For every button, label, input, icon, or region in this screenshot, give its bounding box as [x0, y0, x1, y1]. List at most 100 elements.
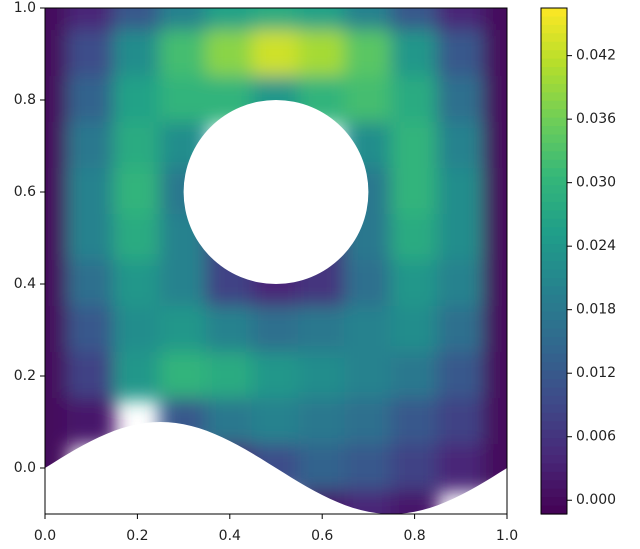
contour-cell — [251, 398, 301, 446]
hole — [183, 100, 369, 284]
contour-cell — [482, 8, 507, 32]
contour-cell — [67, 260, 116, 308]
colorbar-step — [541, 218, 567, 228]
contour-cell — [113, 260, 162, 308]
contour-cell — [390, 352, 439, 400]
colorbar-step — [541, 159, 567, 169]
colorbar: 0.000 0.006 0.012 0.018 0.024 0.030 0.036 0.042 — [540, 7, 616, 515]
colorbar-step — [541, 109, 567, 119]
colorbar-step — [541, 463, 567, 473]
colorbar-step — [541, 92, 567, 102]
contour-cell — [113, 352, 162, 400]
contour-cell — [45, 260, 70, 308]
colorbar-step — [541, 269, 567, 279]
colorbar-step — [541, 446, 567, 456]
contour-cell — [251, 8, 301, 32]
contour-cell — [159, 306, 208, 354]
contour-cell — [67, 214, 116, 262]
hole — [45, 422, 507, 514]
y-tick-label: 0.8 — [14, 92, 36, 108]
colorbar-step — [541, 75, 567, 85]
colorbar-step — [541, 201, 567, 211]
colorbar-tick-label: 0.036 — [576, 111, 616, 127]
contour-cell — [67, 76, 116, 124]
contour-cell — [344, 76, 393, 124]
contour-cell — [482, 398, 507, 446]
contour-cell — [436, 76, 485, 124]
contour-cell — [251, 352, 301, 400]
contour-cell — [298, 306, 347, 354]
contour-cell — [298, 444, 347, 492]
colorbar-step — [541, 252, 567, 262]
colorbar-step — [541, 345, 567, 355]
contour-cell — [482, 352, 507, 400]
contour-cell — [436, 306, 485, 354]
contour-cell — [113, 8, 162, 32]
contour-cell — [67, 168, 116, 216]
contour-cell — [113, 122, 162, 170]
colorbar-tick-label: 0.000 — [576, 492, 616, 508]
colorbar-step — [541, 67, 567, 77]
colorbar-step — [541, 294, 567, 304]
colorbar-step — [541, 100, 567, 110]
x-tick-label: 0.6 — [311, 528, 333, 544]
contour-cell — [45, 76, 70, 124]
colorbar-step — [541, 328, 567, 338]
x-tick-label: 1.0 — [496, 528, 518, 544]
colorbar-step — [541, 126, 567, 136]
contour-cell — [436, 8, 485, 32]
colorbar-step — [541, 50, 567, 60]
colorbar-step — [541, 505, 567, 515]
contour-cell — [205, 352, 254, 400]
colorbar-step — [541, 454, 567, 464]
contour-cell — [159, 352, 208, 400]
colorbar-step — [541, 117, 567, 127]
colorbar-step — [541, 176, 567, 186]
contour-cell — [67, 122, 116, 170]
axes-frame — [44, 7, 508, 515]
contour-cell — [67, 30, 116, 78]
colorbar-step — [541, 185, 567, 195]
contour-cell — [482, 168, 507, 216]
colorbar-step — [541, 58, 567, 68]
contour-cell — [390, 214, 439, 262]
contour-cell — [298, 398, 347, 446]
plot-area — [45, 8, 507, 514]
colorbar-step — [541, 83, 567, 93]
colorbar-step — [541, 311, 567, 321]
colorbar-step — [541, 142, 567, 152]
contour-cell — [436, 352, 485, 400]
contour-cell — [390, 8, 439, 32]
colorbar-step — [541, 412, 567, 422]
contour-cell — [45, 306, 70, 354]
contour-cell — [390, 306, 439, 354]
contour-cell — [436, 214, 485, 262]
colorbar-step — [541, 370, 567, 380]
colorbar-step — [541, 471, 567, 481]
contour-cell — [45, 352, 70, 400]
y-tick-label: 1.0 — [14, 0, 36, 16]
contour-cell — [113, 168, 162, 216]
colorbar-step — [541, 387, 567, 397]
contour-cell — [390, 444, 439, 492]
colorbar-tick-label: 0.042 — [576, 48, 616, 64]
contour-cell — [344, 352, 393, 400]
colorbar-step — [541, 235, 567, 245]
contour-cell — [344, 398, 393, 446]
colorbar-step — [541, 24, 567, 34]
colorbar-step — [541, 41, 567, 51]
colorbar-tick-label: 0.024 — [576, 238, 616, 254]
contour-cell — [251, 306, 301, 354]
contour-cell — [159, 260, 208, 308]
contour-cell — [390, 122, 439, 170]
colorbar-step — [541, 353, 567, 363]
colorbar-step — [541, 168, 567, 178]
colorbar-step — [541, 395, 567, 405]
contour-cell — [482, 76, 507, 124]
contour-cell — [344, 260, 393, 308]
colorbar-step — [541, 480, 567, 490]
contour-cell — [390, 260, 439, 308]
contour-cell — [67, 306, 116, 354]
contour-cell — [45, 214, 70, 262]
